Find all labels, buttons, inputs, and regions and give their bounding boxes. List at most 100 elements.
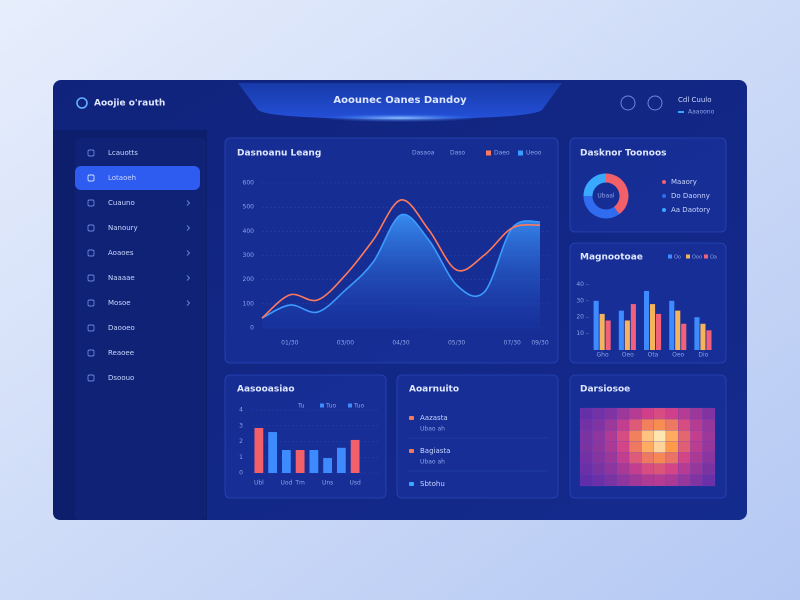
menu-item[interactable]: Nanoury <box>108 224 138 232</box>
bar <box>281 450 291 473</box>
activity-sub: Ubao ah <box>420 459 445 466</box>
heat-cell <box>579 441 593 453</box>
heat-cell <box>690 430 703 442</box>
panel-title: Aoarnuito <box>409 385 459 395</box>
search-button[interactable] <box>620 95 636 111</box>
heat-cell <box>579 430 593 442</box>
y-tick-label: 3 <box>239 422 243 429</box>
heat-cell <box>579 418 593 431</box>
heat-cell <box>690 418 703 431</box>
y-tick-label: 100 <box>243 300 255 307</box>
heat-cell <box>604 430 618 442</box>
y-tick-label: 40 <box>576 281 584 288</box>
filter[interactable]: Daso <box>450 150 465 157</box>
heat-cell <box>592 418 605 431</box>
legend-swatch <box>686 254 690 259</box>
heat-cell <box>592 430 605 442</box>
heat-cell <box>690 452 703 464</box>
bar <box>618 310 624 350</box>
menu-item[interactable]: Naaaae <box>108 274 135 282</box>
menu-item[interactable]: Mosoe <box>108 299 131 307</box>
menu-item[interactable]: Reaoee <box>108 349 134 357</box>
menu-item[interactable]: Dsoouo <box>108 374 134 382</box>
y-tick-label: 600 <box>243 180 255 187</box>
bar <box>599 313 605 350</box>
legend-swatch <box>320 403 324 408</box>
menu-item[interactable]: Cuauno <box>108 199 135 207</box>
heat-cell <box>641 474 654 487</box>
filter[interactable]: Dasaoa <box>412 150 435 157</box>
heat-cell <box>702 418 716 431</box>
legend-label: Tuo <box>353 403 365 410</box>
y-tick-label: 1 <box>239 454 243 461</box>
chevron <box>186 250 191 256</box>
menu-item[interactable]: Lcauotts <box>108 149 138 157</box>
x-tick-label: Uns <box>322 480 333 487</box>
heat-cell <box>616 430 630 442</box>
y-tick-label: 200 <box>243 276 255 283</box>
x-tick-label: Usd <box>349 480 361 487</box>
menu-icon <box>87 299 95 307</box>
donut-segment <box>583 173 607 197</box>
heat-cell <box>628 418 642 431</box>
legend-swatch <box>668 254 672 259</box>
y-tick-label: 300 <box>243 252 255 259</box>
bar <box>656 313 662 350</box>
donut-segment <box>583 195 620 219</box>
bar <box>700 323 706 350</box>
menu-icon <box>87 149 95 157</box>
notification-button[interactable] <box>647 95 663 111</box>
panel-title: Darsiosoe <box>580 385 630 395</box>
heat-cell <box>604 474 618 487</box>
legend-dot <box>662 208 666 212</box>
x-tick-label: 07/30 <box>504 340 521 347</box>
logo: Aoojie o'rauth <box>94 99 165 109</box>
y-tick-label: 0 <box>239 470 243 477</box>
bar <box>630 304 636 350</box>
bar <box>268 432 278 473</box>
legend-label: Do Daonny <box>671 192 710 200</box>
menu-item[interactable]: Aoaoes <box>108 249 134 257</box>
heat-cell <box>653 407 667 420</box>
heat-cell <box>653 418 667 431</box>
heat-cell <box>702 463 716 476</box>
heat-cell <box>641 418 654 431</box>
legend-label: Tuo <box>325 403 337 410</box>
x-tick-label: Uod <box>280 480 292 487</box>
heat-cell <box>677 407 691 420</box>
activity-sub: Ubao ah <box>420 426 445 433</box>
y-tick-label: 10 <box>576 330 584 337</box>
y-tick-label: 20 <box>576 314 584 321</box>
heat-cell <box>616 407 630 420</box>
y-tick-label: 4 <box>239 407 243 414</box>
bar <box>350 439 360 473</box>
bar <box>309 450 319 473</box>
heat-cell <box>604 463 618 476</box>
sidebar-panel <box>75 138 206 520</box>
heat-cell <box>677 430 691 442</box>
heat-cell <box>641 441 654 453</box>
chevron <box>186 200 191 206</box>
x-tick-label: Ubl <box>254 480 264 487</box>
y-tick-label: 400 <box>243 228 255 235</box>
bar <box>644 290 650 350</box>
heat-cell <box>677 463 691 476</box>
legend-swatch <box>518 150 523 156</box>
heat-cell <box>616 474 630 487</box>
heat-cell <box>628 430 642 442</box>
heat-cell <box>616 441 630 453</box>
status-dash <box>678 111 684 113</box>
panel-title: Magnootoae <box>580 253 643 263</box>
donut-center: Ubaal <box>597 193 615 200</box>
legend-dot <box>662 194 666 198</box>
logo-icon <box>76 97 88 109</box>
panel-title: Dasknor Toonoos <box>580 149 667 159</box>
heat-cell <box>604 452 618 464</box>
heat-cell <box>616 463 630 476</box>
activity-marker <box>409 416 414 420</box>
legend-swatch <box>704 254 708 259</box>
menu-item[interactable]: Lotaoeh <box>108 174 136 182</box>
heat-cell <box>628 441 642 453</box>
menu-item[interactable]: Daooeo <box>108 324 135 332</box>
heat-cell <box>653 474 667 487</box>
